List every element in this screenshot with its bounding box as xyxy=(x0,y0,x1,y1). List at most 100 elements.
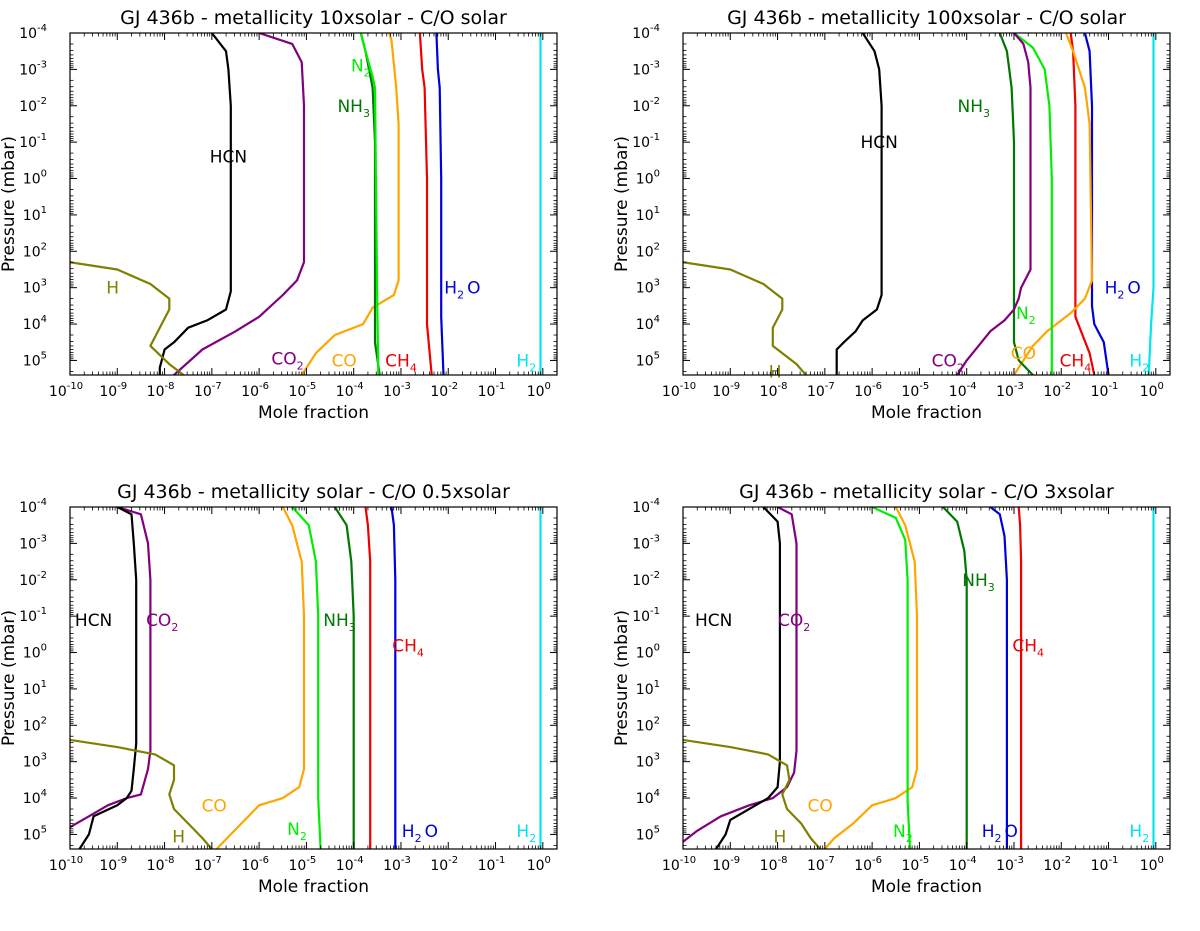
y-tick-label: 10-4 xyxy=(632,497,660,516)
series-label-sub: 2 xyxy=(529,832,536,845)
series-label-main: N xyxy=(1016,304,1029,324)
y-tick-label: 10-4 xyxy=(632,23,660,42)
series-label-main: N xyxy=(287,820,300,840)
series-label-h2: H2 xyxy=(516,351,536,374)
series-line-h2o xyxy=(989,507,1008,849)
plot-frame xyxy=(682,32,1171,376)
series-label-main: H xyxy=(1105,279,1118,299)
series-label-co2: CO2 xyxy=(932,351,964,374)
y-axis-label: Pressure (mbar) xyxy=(0,610,19,746)
x-axis-label: Mole fraction xyxy=(258,877,369,897)
series-line-n2 xyxy=(359,33,380,375)
series-label-h2: H2 xyxy=(1129,351,1149,374)
series-label-h2o: H2 O xyxy=(1105,279,1141,302)
x-tick-label: 10-9 xyxy=(99,381,127,400)
series-label-co2: CO2 xyxy=(271,350,303,373)
series-label-sub: 2 xyxy=(1117,289,1124,302)
x-tick-label: 10-1 xyxy=(478,381,506,400)
series-label-sub: 2 xyxy=(529,361,536,374)
x-tick-label: 10-7 xyxy=(807,855,835,874)
series-line-h2o xyxy=(435,33,445,375)
chart-title: GJ 436b - metallicity 10xsolar - C/O sol… xyxy=(120,7,507,29)
series-label-n2: N2 xyxy=(351,57,371,80)
y-tick-label: 104 xyxy=(636,788,660,807)
series-label-main: CH xyxy=(392,636,417,656)
panel-solar-co-3xsolar: GJ 436b - metallicity solar - C/O 3xsola… xyxy=(612,481,1171,897)
series-label-ch4: CH4 xyxy=(385,351,417,374)
x-tick-label: 10-8 xyxy=(760,381,788,400)
y-tick-label: 104 xyxy=(23,788,47,807)
series-label-main: H xyxy=(774,827,787,847)
series-label-main: H xyxy=(516,351,529,371)
series-label-n2: N2 xyxy=(287,820,307,843)
series-label-sub: 2 xyxy=(1142,832,1149,845)
x-tick-label: 10-10 xyxy=(662,381,696,400)
series-label-h2: H2 xyxy=(516,822,536,845)
series-label-end: O xyxy=(467,279,480,299)
series-line-ch4 xyxy=(364,507,372,849)
series-label-hcn: HCN xyxy=(210,148,247,168)
x-tick-label: 10-3 xyxy=(996,855,1024,874)
series-label-main: CO xyxy=(778,611,803,631)
y-tick-label: 103 xyxy=(636,752,660,771)
x-tick-label: 100 xyxy=(527,381,551,400)
series-lines xyxy=(683,33,1155,375)
series-label-sub: 3 xyxy=(349,621,356,634)
series-label-sub: 2 xyxy=(906,832,913,845)
x-axis-label: Mole fraction xyxy=(871,403,982,423)
y-tick-label: 105 xyxy=(636,824,660,843)
x-tick-label: 10-3 xyxy=(383,381,411,400)
x-tick-label: 10-6 xyxy=(241,855,269,874)
y-tick-label: 10-2 xyxy=(632,570,660,589)
series-label-main: CH xyxy=(385,351,410,371)
x-tick-label: 10-8 xyxy=(760,855,788,874)
x-tick-label: 10-5 xyxy=(289,855,317,874)
y-tick-label: 103 xyxy=(636,278,660,297)
series-label-main: HCN xyxy=(695,611,732,631)
x-tick-label: 10-2 xyxy=(1043,381,1071,400)
series-label-nh3: NH3 xyxy=(962,571,995,594)
series-label-main: H xyxy=(1129,351,1142,371)
series-label-main: H xyxy=(172,827,185,847)
series-line-co2 xyxy=(172,33,306,375)
x-tick-label: 10-1 xyxy=(1091,855,1119,874)
x-tick-label: 100 xyxy=(527,855,551,874)
series-label-h: H xyxy=(172,827,185,847)
x-tick-label: 10-7 xyxy=(807,381,835,400)
x-tick-label: 10-9 xyxy=(712,855,740,874)
y-tick-label: 102 xyxy=(23,715,47,734)
y-axis-label: Pressure (mbar) xyxy=(612,136,632,272)
series-label-sub: 2 xyxy=(297,360,304,373)
series-line-n2 xyxy=(291,507,322,849)
y-tick-label: 10-3 xyxy=(19,59,47,78)
series-line-ch4 xyxy=(1017,507,1023,849)
y-tick-label: 10-4 xyxy=(19,23,47,42)
series-label-co: CO xyxy=(202,796,227,816)
x-tick-label: 10-6 xyxy=(241,381,269,400)
series-label-end: O xyxy=(1005,822,1018,842)
series-line-co xyxy=(1012,33,1094,375)
y-tick-label: 10-2 xyxy=(632,96,660,115)
series-label-end: O xyxy=(425,822,438,842)
series-label-sub: 2 xyxy=(457,289,464,302)
series-label-main: HCN xyxy=(861,133,898,153)
series-line-nh3 xyxy=(333,507,355,849)
series-label-sub: 3 xyxy=(988,581,995,594)
series-label-main: CO xyxy=(332,351,357,371)
plot-frame xyxy=(69,506,558,850)
series-label-main: CO xyxy=(271,350,296,370)
series-line-nh3 xyxy=(998,33,1034,375)
x-tick-label: 10-6 xyxy=(854,381,882,400)
series-line-co xyxy=(300,33,400,375)
y-tick-label: 102 xyxy=(23,241,47,260)
series-label-main: CH xyxy=(1060,351,1085,371)
series-lines xyxy=(70,507,542,849)
series-label-main: H xyxy=(1129,822,1142,842)
x-tick-label: 10-10 xyxy=(49,855,83,874)
panel-100xsolar-co-solar: GJ 436b - metallicity 100xsolar - C/O so… xyxy=(612,7,1171,423)
x-tick-label: 10-9 xyxy=(99,855,127,874)
series-label-hcn: HCN xyxy=(75,611,112,631)
series-line-h2 xyxy=(1147,33,1155,375)
y-tick-label: 10-4 xyxy=(19,497,47,516)
